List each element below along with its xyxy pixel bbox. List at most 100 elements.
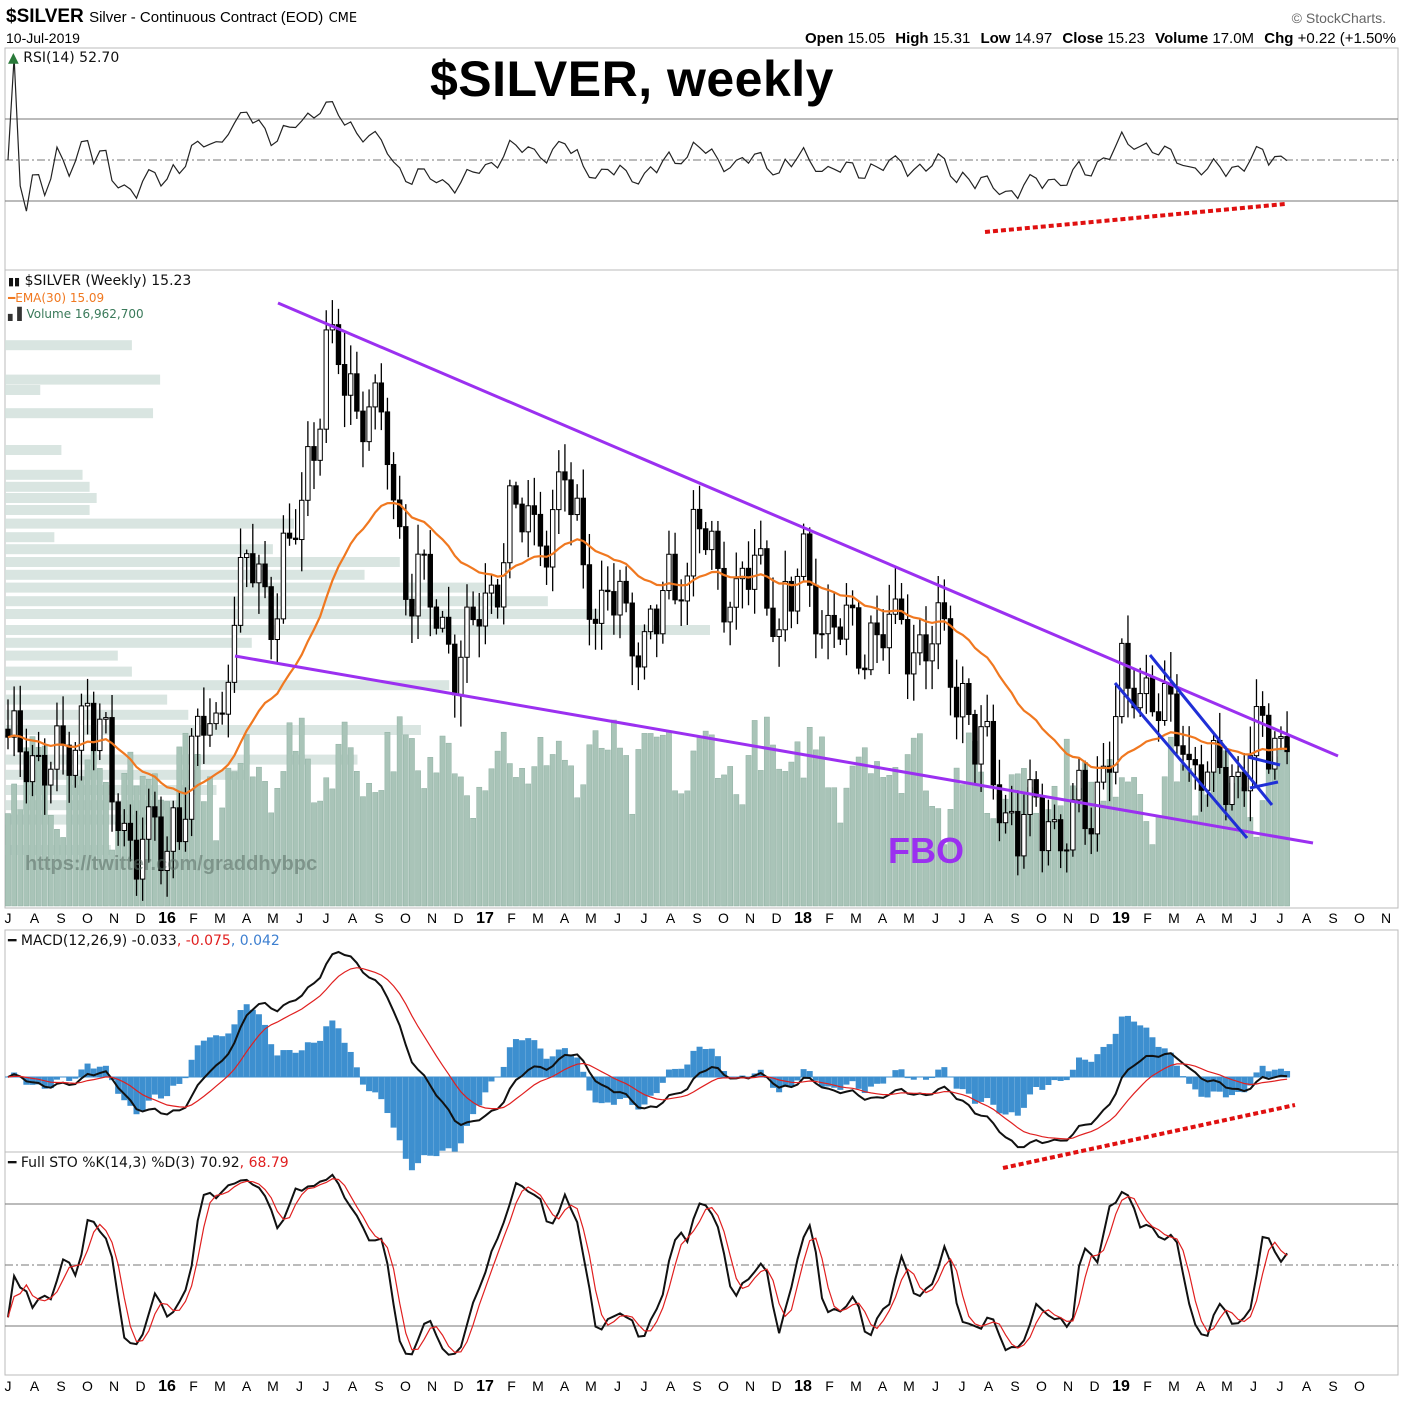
candle-body — [268, 586, 274, 641]
candle-body — [507, 485, 513, 564]
low-value: 14.97 — [1014, 30, 1053, 47]
macd-hist-bar — [1069, 1069, 1076, 1077]
x-tick-label: N — [1062, 1378, 1074, 1394]
volume-bar — [415, 770, 421, 907]
candle-body — [1106, 765, 1113, 773]
candle-body — [152, 806, 158, 818]
candle-body — [372, 382, 378, 408]
macd-hist-bar — [1008, 1077, 1015, 1113]
x-tick-label: M — [532, 910, 544, 926]
macd-hist-bar — [329, 1020, 336, 1077]
volume-by-price-bar — [5, 544, 273, 555]
macd-hist-bar — [580, 1071, 587, 1077]
volume-bar — [855, 756, 862, 907]
macd-hist-bar — [696, 1046, 703, 1077]
x-tick-label: M — [585, 1378, 597, 1394]
macd-hist-bar — [182, 1077, 189, 1079]
x-tick-label: J — [614, 910, 621, 926]
candle-body — [537, 513, 544, 547]
macd-hist-bar — [347, 1051, 354, 1077]
macd-hist-bar — [1247, 1077, 1254, 1086]
macd-hist-bar — [194, 1045, 201, 1077]
volume-by-price-bar — [5, 469, 83, 480]
volume-bar — [739, 804, 746, 907]
x-tick-label: A — [29, 910, 40, 926]
volume-bar — [1174, 781, 1180, 907]
candle-body — [1008, 810, 1015, 814]
candle-body — [121, 822, 127, 831]
candle-body — [1235, 771, 1241, 777]
macd-hist-bar — [408, 1077, 415, 1171]
macd-hist-bar — [1088, 1061, 1095, 1077]
volume-bar — [78, 776, 85, 907]
candle-body — [464, 606, 470, 658]
volume-bar — [72, 774, 79, 907]
macd-hist-bar — [641, 1077, 648, 1105]
candle-body — [415, 553, 421, 617]
candle-body — [617, 580, 623, 616]
volume-bar — [843, 787, 850, 907]
candle-body — [966, 682, 972, 715]
macd-hist-bar — [1284, 1071, 1291, 1077]
volume-bar — [531, 766, 538, 907]
candle-body — [960, 682, 966, 718]
macd-hist-bar — [96, 1066, 103, 1077]
volume-bar — [874, 761, 880, 907]
x-tick-label: J — [1276, 910, 1284, 926]
macd-hist-bar — [1216, 1077, 1223, 1092]
x-tick-label: M — [903, 1378, 915, 1394]
x-tick-label: S — [374, 1378, 384, 1394]
sto-legend: ━ Full STO %K(14,3) %D(3) 70.92, 68.79 — [8, 1155, 289, 1171]
volume-bar — [323, 777, 330, 907]
volume-bar — [96, 768, 103, 907]
candle-body — [243, 553, 250, 559]
volume-by-price-bar — [5, 666, 132, 677]
macd-hist-bar — [531, 1040, 538, 1077]
volume-bar — [476, 786, 483, 907]
volume-bar — [500, 731, 507, 907]
volume-bar — [935, 808, 942, 907]
x-tick-label: S — [1328, 1378, 1338, 1394]
volume-by-price-bar — [5, 569, 365, 580]
candle-body — [733, 578, 739, 608]
macd-hist-bar — [280, 1050, 287, 1077]
volume-bar — [568, 765, 574, 907]
candle-body — [305, 446, 311, 501]
macd-hist-bar — [647, 1077, 654, 1096]
macd-hist-bar — [1198, 1077, 1205, 1097]
candle-body — [170, 807, 176, 852]
channel-lower-line — [1113, 682, 1249, 839]
macd-hist-bar — [268, 1044, 275, 1077]
chg-label: Chg — [1264, 30, 1294, 47]
candle-body — [562, 471, 568, 481]
open-label: Open — [805, 30, 844, 47]
sto-d-line — [7, 1178, 1288, 1354]
candle-body — [874, 622, 880, 636]
candle-body — [60, 725, 66, 746]
volume-bar — [861, 747, 868, 907]
candle-body — [647, 608, 654, 633]
macd-hist-bar — [378, 1077, 385, 1100]
ema-legend: ━EMA(30) 15.09 — [8, 291, 104, 305]
candle-body — [482, 592, 489, 627]
volume-icon: ▖▌ — [8, 307, 27, 321]
macd-hist-bar — [800, 1069, 807, 1077]
candle-body — [501, 562, 507, 608]
macd-hist-bar — [635, 1077, 642, 1110]
volume-bar — [396, 716, 403, 907]
volume-bar — [298, 717, 305, 907]
volume-bar — [378, 790, 385, 907]
macd-hist-bar — [176, 1077, 183, 1084]
x-tick-label: J — [4, 1378, 12, 1394]
x-tick-label: S — [374, 910, 384, 926]
candle-body — [1180, 745, 1186, 755]
volume-bar — [990, 818, 997, 907]
volume-bar — [611, 719, 617, 907]
candle-body — [929, 643, 935, 662]
candle-body — [1198, 764, 1205, 791]
candle-body — [709, 530, 715, 551]
candle-body — [78, 705, 85, 751]
macd-hist-bar — [1118, 1016, 1125, 1077]
macd-hist-bar — [206, 1037, 213, 1077]
volume-bar — [904, 754, 911, 907]
